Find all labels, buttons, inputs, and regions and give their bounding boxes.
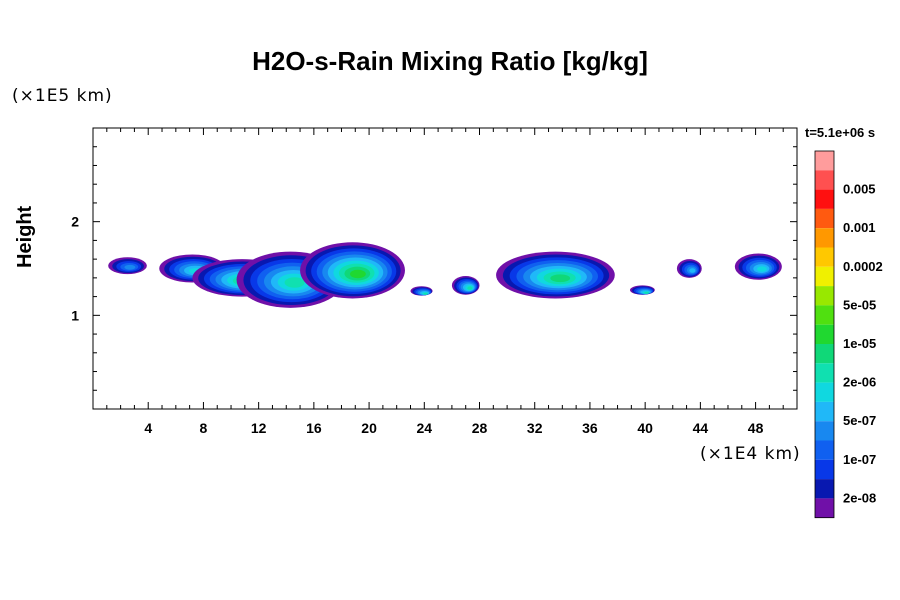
contour-level xyxy=(550,274,571,283)
x-tick-label: 4 xyxy=(144,420,152,436)
contour-cell xyxy=(496,251,615,299)
colorbar-swatch xyxy=(815,305,834,325)
x-tick-label: 20 xyxy=(361,420,377,436)
colorbar-swatch xyxy=(815,440,834,460)
x-tick-label: 44 xyxy=(693,420,709,436)
colorbar-label: 5e-07 xyxy=(843,413,876,428)
x-axis-ticks: 4 8 12 16 20 24 28 32 36 40 44 48 xyxy=(106,128,784,436)
colorbar-swatch xyxy=(815,286,834,306)
contour-cell xyxy=(676,259,702,278)
colorbar-label: 1e-07 xyxy=(843,452,876,467)
contour-cell xyxy=(734,253,782,280)
x-tick-label: 48 xyxy=(748,420,764,436)
colorbar-swatch xyxy=(815,247,834,267)
x-tick-label: 8 xyxy=(200,420,208,436)
colorbar-label: 0.0002 xyxy=(843,259,883,274)
colorbar-label: 0.001 xyxy=(843,220,876,235)
colorbar-border xyxy=(814,150,835,519)
colorbar-swatch xyxy=(815,324,834,344)
contour-cell xyxy=(629,285,655,295)
x-tick-label: 12 xyxy=(251,420,267,436)
x-tick-label: 40 xyxy=(637,420,653,436)
time-label: t=5.1e+06 s xyxy=(805,125,876,140)
contour-fields xyxy=(108,242,782,308)
contour-cell xyxy=(300,242,405,299)
x-tick-label: 28 xyxy=(472,420,488,436)
contour-level xyxy=(423,292,428,295)
colorbar-label: 2e-06 xyxy=(843,375,876,390)
colorbar-swatch xyxy=(815,479,834,499)
colorbar-swatch xyxy=(815,382,834,402)
contour-level xyxy=(644,291,649,294)
x-tick-label: 16 xyxy=(306,420,322,436)
colorbar-swatch xyxy=(815,401,834,422)
contour-level xyxy=(124,264,136,270)
y-axis-ticks: 12 xyxy=(71,146,797,391)
colorbar-swatch xyxy=(815,363,834,383)
plot-frame xyxy=(92,127,798,410)
y-axis-unit: (×1E5 km) xyxy=(12,86,113,106)
colorbar-swatch xyxy=(815,266,834,287)
contour-cell xyxy=(410,286,433,296)
colorbar-label: 2e-08 xyxy=(843,490,876,505)
colorbar-label: 1e-05 xyxy=(843,336,876,351)
chart-title: H2O-s-Rain Mixing Ratio [kg/kg] xyxy=(252,46,648,76)
x-tick-label: 24 xyxy=(417,420,433,436)
contour-cell xyxy=(108,257,147,275)
colorbar-swatch xyxy=(815,498,834,518)
colorbar-swatch xyxy=(815,459,834,480)
x-axis-unit: (×1E4 km) xyxy=(700,444,801,464)
contour-level xyxy=(689,268,696,273)
contour-level xyxy=(284,277,305,288)
colorbar-label: 0.005 xyxy=(843,182,876,197)
colorbar-swatch xyxy=(815,421,834,441)
colorbar-swatch xyxy=(815,208,834,229)
x-tick-label: 36 xyxy=(582,420,598,436)
contour-cell xyxy=(451,275,480,295)
y-tick-label: 2 xyxy=(71,214,79,230)
colorbar-swatch xyxy=(815,228,834,248)
contour-level xyxy=(467,286,473,290)
colorbar-swatch xyxy=(815,151,834,171)
colorbar-swatch xyxy=(815,344,834,364)
contour-level xyxy=(349,269,366,279)
y-tick-label: 1 xyxy=(71,307,79,323)
colorbar-swatch xyxy=(815,170,834,190)
x-tick-label: 32 xyxy=(527,420,543,436)
colorbar-swatch xyxy=(815,189,834,209)
contour-level xyxy=(757,266,767,272)
colorbar-label: 5e-05 xyxy=(843,297,876,312)
colorbar: 0.005 0.001 0.0002 5e-05 1e-05 2e-06 5e-07 1e-0… xyxy=(814,150,883,519)
